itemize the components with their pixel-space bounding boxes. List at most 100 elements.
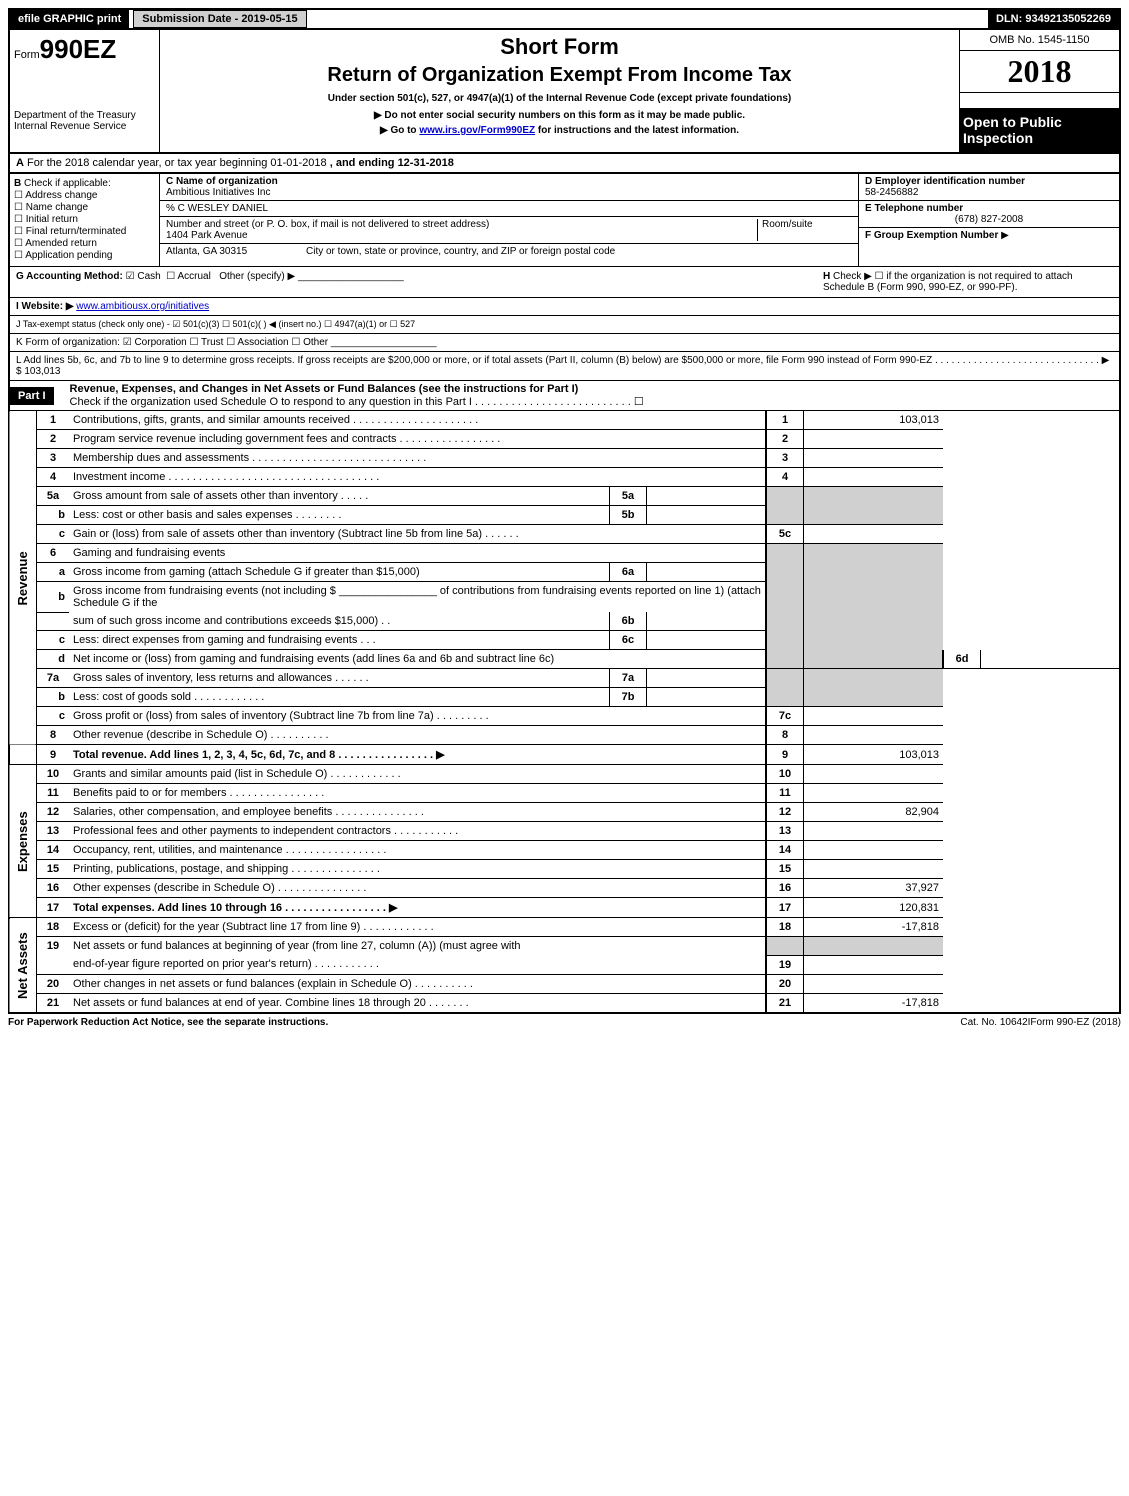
section-c: C Name of organization Ambitious Initiat… <box>160 174 859 266</box>
row-2: 2 Program service revenue including gove… <box>9 430 1120 449</box>
section-text: Under section 501(c), 527, or 4947(a)(1)… <box>168 93 951 104</box>
row-16: 16 Other expenses (describe in Schedule … <box>9 879 1120 898</box>
footer-form-ref: Form 990-EZ (2018) <box>1030 1017 1121 1028</box>
form-number: 990EZ <box>40 34 117 64</box>
footer-cat-no: Cat. No. 10642I <box>960 1017 1030 1028</box>
k-text: K Form of organization: ☑ Corporation ☐ … <box>16 337 328 348</box>
street-value: 1404 Park Avenue <box>166 230 757 241</box>
row-4: 4 Investment income . . . . . . . . . . … <box>9 468 1120 487</box>
g-cash: Cash <box>137 271 160 282</box>
row-13: 13 Professional fees and other payments … <box>9 822 1120 841</box>
website-link[interactable]: www.ambitiousx.org/initiatives <box>76 301 209 312</box>
part1-label: Part I <box>10 387 54 405</box>
header-right: OMB No. 1545-1150 2018 <box>959 30 1119 108</box>
row-20: 20 Other changes in net assets or fund b… <box>9 974 1120 993</box>
row-7a: 7a Gross sales of inventory, less return… <box>9 669 1120 688</box>
dept-line2: Internal Revenue Service <box>14 121 155 132</box>
section-a-ending: , and ending 12-31-2018 <box>330 157 454 169</box>
row-6a: a Gross income from gaming (attach Sched… <box>9 563 1120 582</box>
header-center: Short Form Return of Organization Exempt… <box>160 30 959 108</box>
row-6b-1: b Gross income from fundraising events (… <box>9 582 1120 613</box>
section-b: B Check if applicable: ☐ Address change … <box>10 174 160 266</box>
l-text: L Add lines 5b, 6c, and 7b to line 9 to … <box>16 355 1109 377</box>
row-7b: b Less: cost of goods sold . . . . . . .… <box>9 688 1120 707</box>
tax-year: 2018 <box>960 51 1119 93</box>
section-a-text: For the 2018 calendar year, or tax year … <box>27 157 327 169</box>
row-18: Net Assets 18 Excess or (deficit) for th… <box>9 918 1120 937</box>
page-footer: For Paperwork Reduction Act Notice, see … <box>8 1014 1121 1028</box>
row-5a: 5a Gross amount from sale of assets othe… <box>9 487 1120 506</box>
section-i: I Website: ▶ www.ambitiousx.org/initiati… <box>8 298 1121 316</box>
row-1: Revenue 1 Contributions, gifts, grants, … <box>9 411 1120 430</box>
dept-row: Department of the Treasury Internal Reve… <box>8 108 1121 154</box>
row-3: 3 Membership dues and assessments . . . … <box>9 449 1120 468</box>
short-form-title: Short Form <box>168 34 951 60</box>
chk-initial-return[interactable]: ☐ Initial return <box>14 214 155 225</box>
section-b-title: Check if applicable: <box>24 178 111 189</box>
open-inspection: Open to Public Inspection <box>959 108 1119 152</box>
room-label: Room/suite <box>762 219 852 230</box>
g-accrual: Accrual <box>177 271 210 282</box>
section-g: G Accounting Method: ☑ Cash ☐ Accrual Ot… <box>16 271 823 293</box>
part1-subtitle: Check if the organization used Schedule … <box>62 395 644 408</box>
form-header: Form990EZ Short Form Return of Organizat… <box>8 30 1121 108</box>
chk-name-change[interactable]: ☐ Name change <box>14 202 155 213</box>
section-k: K Form of organization: ☑ Corporation ☐ … <box>8 334 1121 352</box>
instr-2-prefix: ▶ Go to <box>380 125 419 136</box>
i-label: I Website: ▶ <box>16 301 74 312</box>
ein-label: D Employer identification number <box>865 176 1025 187</box>
h-label: H <box>823 271 830 282</box>
submission-date-label: Submission Date - 2019-05-15 <box>133 10 306 28</box>
org-name: Ambitious Initiatives Inc <box>166 187 852 198</box>
row-5b: b Less: cost or other basis and sales ex… <box>9 506 1120 525</box>
chk-application-pending[interactable]: ☐ Application pending <box>14 250 155 261</box>
dept-line1: Department of the Treasury <box>14 110 155 121</box>
form-prefix: Form <box>14 49 40 61</box>
care-of: % C WESLEY DANIEL <box>160 201 858 217</box>
header-left: Form990EZ <box>10 30 160 108</box>
name-label: C Name of organization <box>166 176 278 187</box>
j-text: J Tax-exempt status (check only one) - ☑… <box>16 319 415 329</box>
section-l: L Add lines 5b, 6c, and 7b to line 9 to … <box>8 352 1121 381</box>
dln-label: DLN: 93492135052269 <box>988 10 1119 28</box>
chk-address-change[interactable]: ☐ Address change <box>14 190 155 201</box>
row-7c: c Gross profit or (loss) from sales of i… <box>9 707 1120 726</box>
part1-header-row: Part I Revenue, Expenses, and Changes in… <box>8 381 1121 411</box>
section-a-label: A <box>16 157 24 169</box>
row-6b-2: sum of such gross income and contributio… <box>9 612 1120 631</box>
row-6: 6 Gaming and fundraising events <box>9 544 1120 563</box>
group-arrow: ▶ <box>1001 230 1009 241</box>
section-h: H Check ▶ ☐ if the organization is not r… <box>823 271 1113 293</box>
group-label: F Group Exemption Number <box>865 230 998 241</box>
row-6d: d Net income or (loss) from gaming and f… <box>9 650 1120 669</box>
row-10: Expenses 10 Grants and similar amounts p… <box>9 765 1120 784</box>
section-j: J Tax-exempt status (check only one) - ☑… <box>8 316 1121 334</box>
row-6c: c Less: direct expenses from gaming and … <box>9 631 1120 650</box>
row-19a: 19 Net assets or fund balances at beginn… <box>9 937 1120 956</box>
city-label: City or town, state or province, country… <box>306 246 615 257</box>
h-text: Check ▶ ☐ if the organization is not req… <box>823 271 1073 293</box>
entity-block: B Check if applicable: ☐ Address change … <box>8 174 1121 267</box>
line-num: 1 <box>37 411 70 430</box>
row-9: 9 Total revenue. Add lines 1, 2, 3, 4, 5… <box>9 745 1120 765</box>
row-14: 14 Occupancy, rent, utilities, and maint… <box>9 841 1120 860</box>
row-8: 8 Other revenue (describe in Schedule O)… <box>9 726 1120 745</box>
top-bar: efile GRAPHIC print Submission Date - 20… <box>8 8 1121 30</box>
col-val: 103,013 <box>804 411 944 430</box>
chk-final-return[interactable]: ☐ Final return/terminated <box>14 226 155 237</box>
line-desc: Contributions, gifts, grants, and simila… <box>69 411 766 430</box>
ein-value: 58-2456882 <box>865 187 1113 198</box>
return-title: Return of Organization Exempt From Incom… <box>168 64 951 87</box>
revenue-side-label: Revenue <box>9 411 37 745</box>
row-21: 21 Net assets or fund balances at end of… <box>9 993 1120 1013</box>
g-label: G Accounting Method: <box>16 271 123 282</box>
col-num: 1 <box>766 411 804 430</box>
efile-print-label: efile GRAPHIC print <box>10 10 129 28</box>
irs-link[interactable]: www.irs.gov/Form990EZ <box>419 125 535 136</box>
financial-table: Revenue 1 Contributions, gifts, grants, … <box>8 411 1121 1014</box>
section-a-row: A For the 2018 calendar year, or tax yea… <box>8 154 1121 174</box>
part1-title: Revenue, Expenses, and Changes in Net As… <box>62 383 644 395</box>
chk-amended-return[interactable]: ☐ Amended return <box>14 238 155 249</box>
row-19b: end-of-year figure reported on prior yea… <box>9 955 1120 974</box>
phone-label: E Telephone number <box>865 203 963 214</box>
